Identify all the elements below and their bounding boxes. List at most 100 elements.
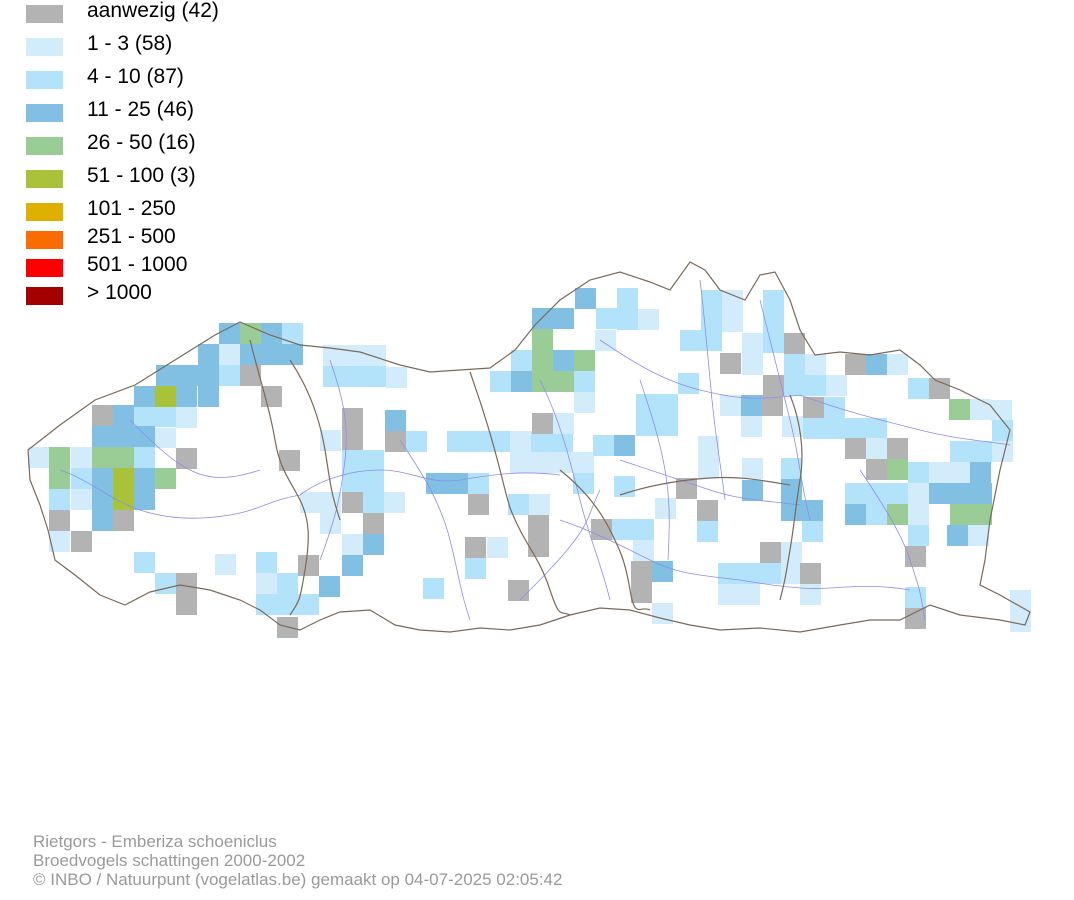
grid-cell (908, 504, 929, 525)
grid-cell (279, 450, 300, 471)
grid-cell (134, 468, 155, 510)
grid-cell (720, 395, 741, 416)
grid-cell (802, 500, 823, 521)
borders (27, 261, 1031, 633)
grid-cell (614, 435, 635, 456)
province-border (779, 394, 803, 601)
grid-cell (342, 534, 363, 555)
distribution-map (27, 261, 1031, 638)
river (519, 489, 601, 601)
grid-cells (28, 288, 1031, 638)
grid-cell (718, 563, 781, 584)
grid-cell (722, 290, 743, 332)
river (319, 359, 347, 561)
grid-cell (905, 608, 926, 629)
grid-cell (323, 345, 386, 366)
grid-cell (219, 365, 240, 386)
grid-cell (845, 354, 866, 375)
grid-cell (760, 542, 781, 563)
grid-cell (92, 447, 134, 468)
grid-cell (593, 435, 614, 456)
grid-cell (824, 397, 845, 418)
grid-cell (803, 418, 845, 439)
grid-cell (929, 462, 971, 483)
grid-cell (240, 344, 303, 365)
grid-cell (652, 561, 673, 582)
grid-cell (636, 394, 678, 436)
grid-cell (363, 534, 384, 555)
grid-cell (176, 386, 197, 407)
river (619, 459, 801, 506)
legend-swatch (26, 203, 63, 221)
grid-cell (49, 510, 70, 531)
grid-cell (970, 462, 991, 483)
grid-cell (866, 459, 887, 480)
grid-cell (320, 430, 341, 451)
grid-cell (574, 371, 595, 392)
grid-cell (256, 552, 277, 573)
grid-cell (595, 330, 616, 351)
grid-cell (845, 438, 866, 459)
grid-cell (155, 573, 176, 594)
grid-cell (908, 462, 929, 483)
grid-cell (742, 480, 763, 501)
grid-cell (240, 365, 261, 386)
grid-cell (887, 438, 908, 459)
grid-cell (992, 441, 1013, 462)
grid-cell (908, 483, 929, 504)
grid-cell (176, 407, 197, 428)
grid-cell (887, 459, 908, 480)
grid-cell (617, 288, 638, 330)
grid-cell (718, 584, 760, 605)
legend-swatch (26, 137, 63, 155)
grid-cell (697, 500, 718, 521)
province-border (249, 339, 309, 616)
rivers (59, 279, 1011, 621)
grid-cell (71, 531, 92, 552)
grid-cell (176, 573, 197, 615)
grid-cell (845, 483, 887, 504)
river (699, 279, 726, 501)
legend-swatch (26, 287, 63, 305)
grid-cell (908, 525, 929, 546)
river (739, 579, 911, 591)
grid-cell (176, 448, 197, 469)
grid-cell (465, 558, 486, 579)
grid-cell (487, 537, 508, 558)
river (639, 379, 670, 561)
grid-cell (298, 555, 319, 576)
grid-cell (573, 473, 594, 494)
grid-cell (219, 323, 240, 344)
grid-cell (638, 309, 659, 330)
grid-cell (300, 492, 321, 513)
grid-cell (992, 420, 1013, 441)
grid-cell (742, 354, 763, 375)
river (59, 469, 301, 519)
grid-cell (198, 365, 219, 407)
grid-cell (92, 468, 113, 531)
grid-cell (529, 494, 550, 515)
grid-cell (950, 441, 992, 462)
grid-cell (256, 594, 319, 615)
grid-cell (845, 504, 866, 525)
grid-cell (49, 489, 70, 510)
legend-label: 26 - 50 (16) (87, 131, 196, 154)
grid-cell (385, 410, 406, 431)
grid-cell (261, 386, 282, 407)
grid-cell (323, 366, 386, 387)
grid-cell (784, 354, 805, 375)
legend-label: 251 - 500 (87, 225, 176, 248)
grid-cell (92, 405, 113, 426)
grid-cell (784, 375, 826, 396)
grid-cell (655, 498, 676, 519)
legend-swatch (26, 5, 63, 23)
grid-cell (553, 350, 574, 371)
legend-label: 51 - 100 (3) (87, 164, 196, 187)
grid-cell (574, 392, 595, 413)
country-border (27, 261, 1031, 633)
legend-label: 501 - 1000 (87, 253, 188, 276)
river (399, 439, 471, 621)
legend-swatch (26, 259, 63, 277)
grid-cell (887, 483, 908, 504)
grid-cell (800, 584, 821, 605)
